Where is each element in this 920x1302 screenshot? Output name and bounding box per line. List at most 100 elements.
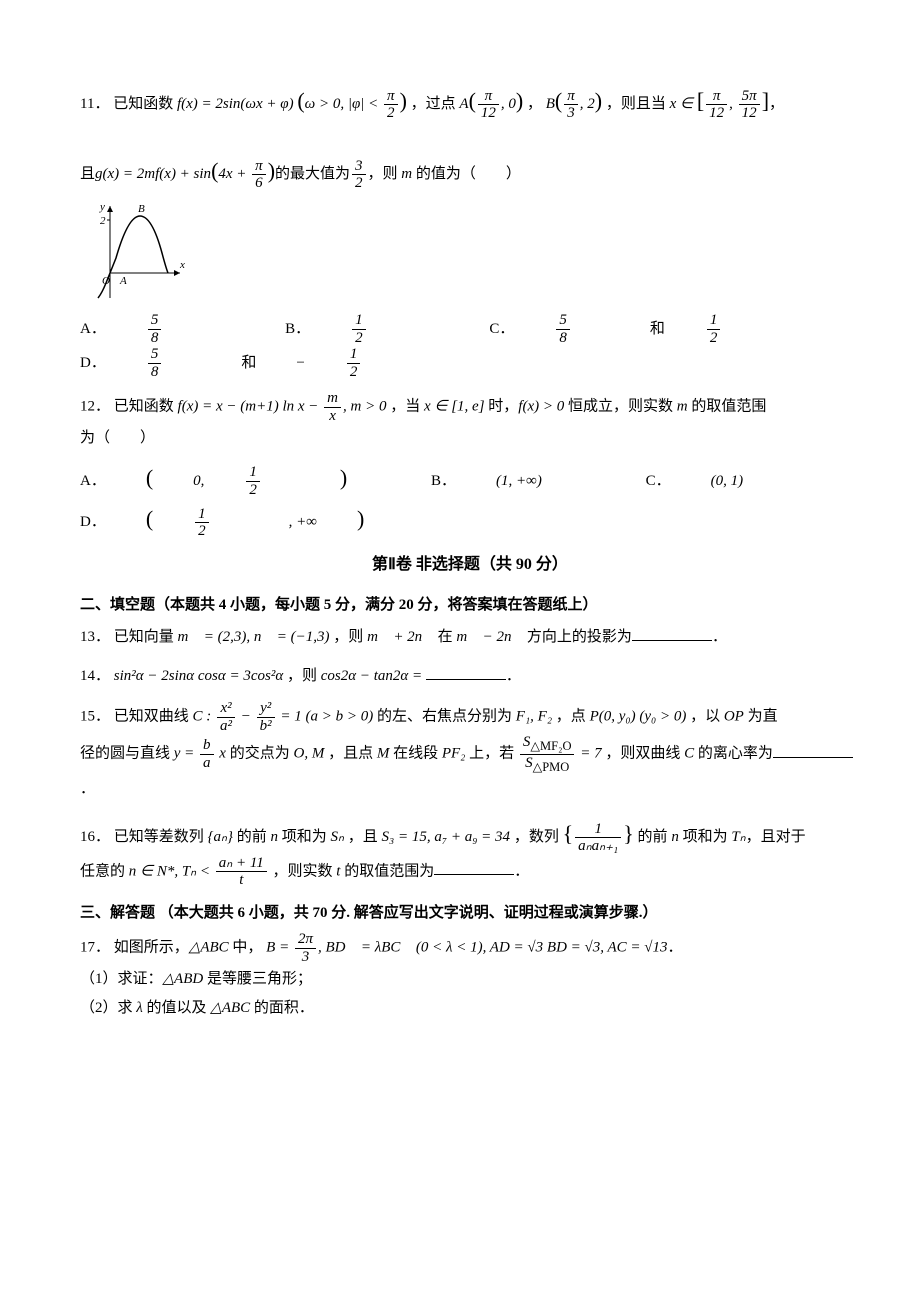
q17-p2: （2）求 <box>80 1000 136 1016</box>
q15-f2: y²b² <box>257 700 275 734</box>
q12-number: 12． <box>80 399 110 415</box>
svg-text:A: A <box>119 275 127 287</box>
q11-m: m <box>401 166 412 182</box>
q16-blank <box>434 859 514 875</box>
q15-yeq: y = <box>174 746 198 762</box>
q17-end: ． <box>668 940 683 956</box>
q11-mid1b: ， <box>527 96 542 112</box>
q12-f-frac: mx <box>324 390 341 424</box>
q11-B-frac: π3 <box>564 88 578 122</box>
q11-cond-close: ) <box>400 88 407 113</box>
q13-end: ． <box>712 629 727 645</box>
q11-line2c: ，则 <box>368 166 402 182</box>
q16-ineq-frac: aₙ + 11t <box>216 855 267 889</box>
q16-end: ． <box>514 863 529 879</box>
q15-line2g: 的离心率为 <box>694 746 773 762</box>
q11-opt-c: C．58和12 <box>489 312 800 346</box>
question-17: 17． 如图所示，△ABC 中， B = 2π3, BD⃗ = λBC⃗ (0 … <box>80 931 860 1022</box>
q15-ratio: S△MF₂OS△PMO <box>520 734 575 775</box>
q16-mid7: ，且对于 <box>746 829 806 845</box>
q15-yeq2: x <box>216 746 226 762</box>
q14-lhs: sin²α − 2sinα cosα = 3cos²α <box>114 668 283 684</box>
q16-mid1: 的前 <box>237 829 271 845</box>
question-14: 14． sin²α − 2sinα cosα = 3cos²α ，则 cos2α… <box>80 662 860 691</box>
q12-fdef-a: f(x) = x − (m+1) ln x − <box>178 399 323 415</box>
q12-m: m <box>677 399 688 415</box>
q15-mid4: 为直 <box>744 709 778 725</box>
q17-Beq: B = <box>266 940 293 956</box>
q11-xin: x ∈ <box>670 96 697 112</box>
q17-p2-end: 的面积． <box>250 1000 314 1016</box>
q11-cond-frac: π2 <box>384 88 398 122</box>
q15-OP: OP <box>724 709 744 725</box>
q13-mid3: 方向上的投影为 <box>527 629 632 645</box>
question-16: 16． 已知等差数列 {aₙ} 的前 n 项和为 Sₙ ，且 S₃ = 15, … <box>80 813 860 889</box>
q12-fdef-b: , m > 0 <box>343 399 386 415</box>
q15-line2d: 在线段 <box>393 746 442 762</box>
q12-xin: x ∈ [1, e] <box>424 399 485 415</box>
q17-p2-mid: 的值以及 <box>143 1000 211 1016</box>
q11-line2a: 且 <box>80 166 95 182</box>
q17-mid1: 中， <box>229 940 263 956</box>
q16-number: 16． <box>80 829 110 845</box>
q11-max-frac: 32 <box>352 158 366 192</box>
q12-options: A．(0, 12) B．(1, +∞) C．(0, 1) D．(12, +∞) <box>80 457 860 541</box>
q15-mid3: ，以 <box>690 709 724 725</box>
q11-B-label: B <box>546 96 555 112</box>
q17-tri: △ABC <box>189 940 229 956</box>
q11-number: 11． <box>80 96 109 112</box>
q13-mid: ，则 <box>333 629 367 645</box>
q11-g-frac: π6 <box>252 158 266 192</box>
q11-A-label: A <box>459 96 468 112</box>
q15-eq7: = 7 <box>576 746 601 762</box>
q12-opt-a: A．(0, 12) <box>80 457 387 499</box>
q14-number: 14． <box>80 668 110 684</box>
q16-mid6: 项和为 <box>679 829 732 845</box>
q15-end: ． <box>80 781 95 797</box>
q12-mid2: 时， <box>485 399 519 415</box>
q16-Sn: Sₙ <box>331 829 344 845</box>
q11-opt-b: B．12 <box>285 312 446 346</box>
q11-options: A．58 B．12 C．58和12 D．58和−12 <box>80 312 860 380</box>
q12-mid3: 恒成立，则实数 <box>564 399 677 415</box>
q16-pre: 已知等差数列 <box>114 829 208 845</box>
q12-opt-c: C．(0, 1) <box>646 467 784 496</box>
q12-mid1: ，当 <box>390 399 424 415</box>
q13-mid2: 在 <box>438 629 457 645</box>
q15-pre: 已知双曲线 <box>114 709 193 725</box>
q15-number: 15． <box>80 709 110 725</box>
q11-f-def: f(x) = 2sin(ωx + φ) <box>177 96 294 112</box>
q17-number: 17． <box>80 940 110 956</box>
q16-cond1: S₃ = 15, a₇ + a₉ = 34 <box>382 829 511 845</box>
q15-blank <box>773 742 853 758</box>
section2-title: 二、填空题（本题共 4 小题，每小题 5 分，满分 20 分，将答案填在答题纸上… <box>80 591 860 620</box>
q15-yfrac: ba <box>200 737 214 771</box>
q11-cond-a: ω > 0, |φ| < <box>305 96 382 112</box>
question-12: 12． 已知函数 f(x) = x − (m+1) ln x − mx, m >… <box>80 390 860 540</box>
q11-g-close: ) <box>268 158 275 183</box>
q11-mid2: ，则且当 <box>606 96 670 112</box>
q12-pre: 已知函数 <box>114 399 178 415</box>
q13-expr2: m⃗ − 2n⃗ <box>456 629 523 645</box>
q11-graph: y2BOAx <box>80 198 190 308</box>
q15-line2a: 径的圆与直线 <box>80 746 174 762</box>
q16-an: {aₙ} <box>208 829 233 845</box>
q15-line2c: ，且点 <box>328 746 377 762</box>
svg-text:y: y <box>99 201 105 213</box>
q15-mid2: ，点 <box>556 709 590 725</box>
q11-line2b: 的最大值为 <box>275 166 350 182</box>
q11-mid3: ， <box>769 96 784 112</box>
question-13: 13． 已知向量 m⃗ = (2,3), n⃗ = (−1,3) ，则 m⃗ +… <box>80 623 860 652</box>
section3-title: 三、解答题 （本大题共 6 小题，共 70 分. 解答应写出文字说明、证明过程或… <box>80 899 860 928</box>
q13-expr1: m⃗ + 2n⃗ <box>367 629 434 645</box>
q11-mid1: ，过点 <box>411 96 460 112</box>
q16-seq-frac: 1aₙaₙ₊₁ <box>575 821 621 855</box>
q12-cond: f(x) > 0 <box>518 399 564 415</box>
q13-pre: 已知向量 <box>114 629 178 645</box>
question-11: 11． 已知函数 f(x) = 2sin(ωx + φ) (ω > 0, |φ|… <box>80 80 860 380</box>
svg-text:x: x <box>179 259 185 271</box>
q17-p1-end: 是等腰三角形； <box>203 971 312 987</box>
q12-opt-d: D．(12, +∞) <box>80 498 404 540</box>
q13-number: 13． <box>80 629 110 645</box>
q16-mid5: 的前 <box>638 829 672 845</box>
